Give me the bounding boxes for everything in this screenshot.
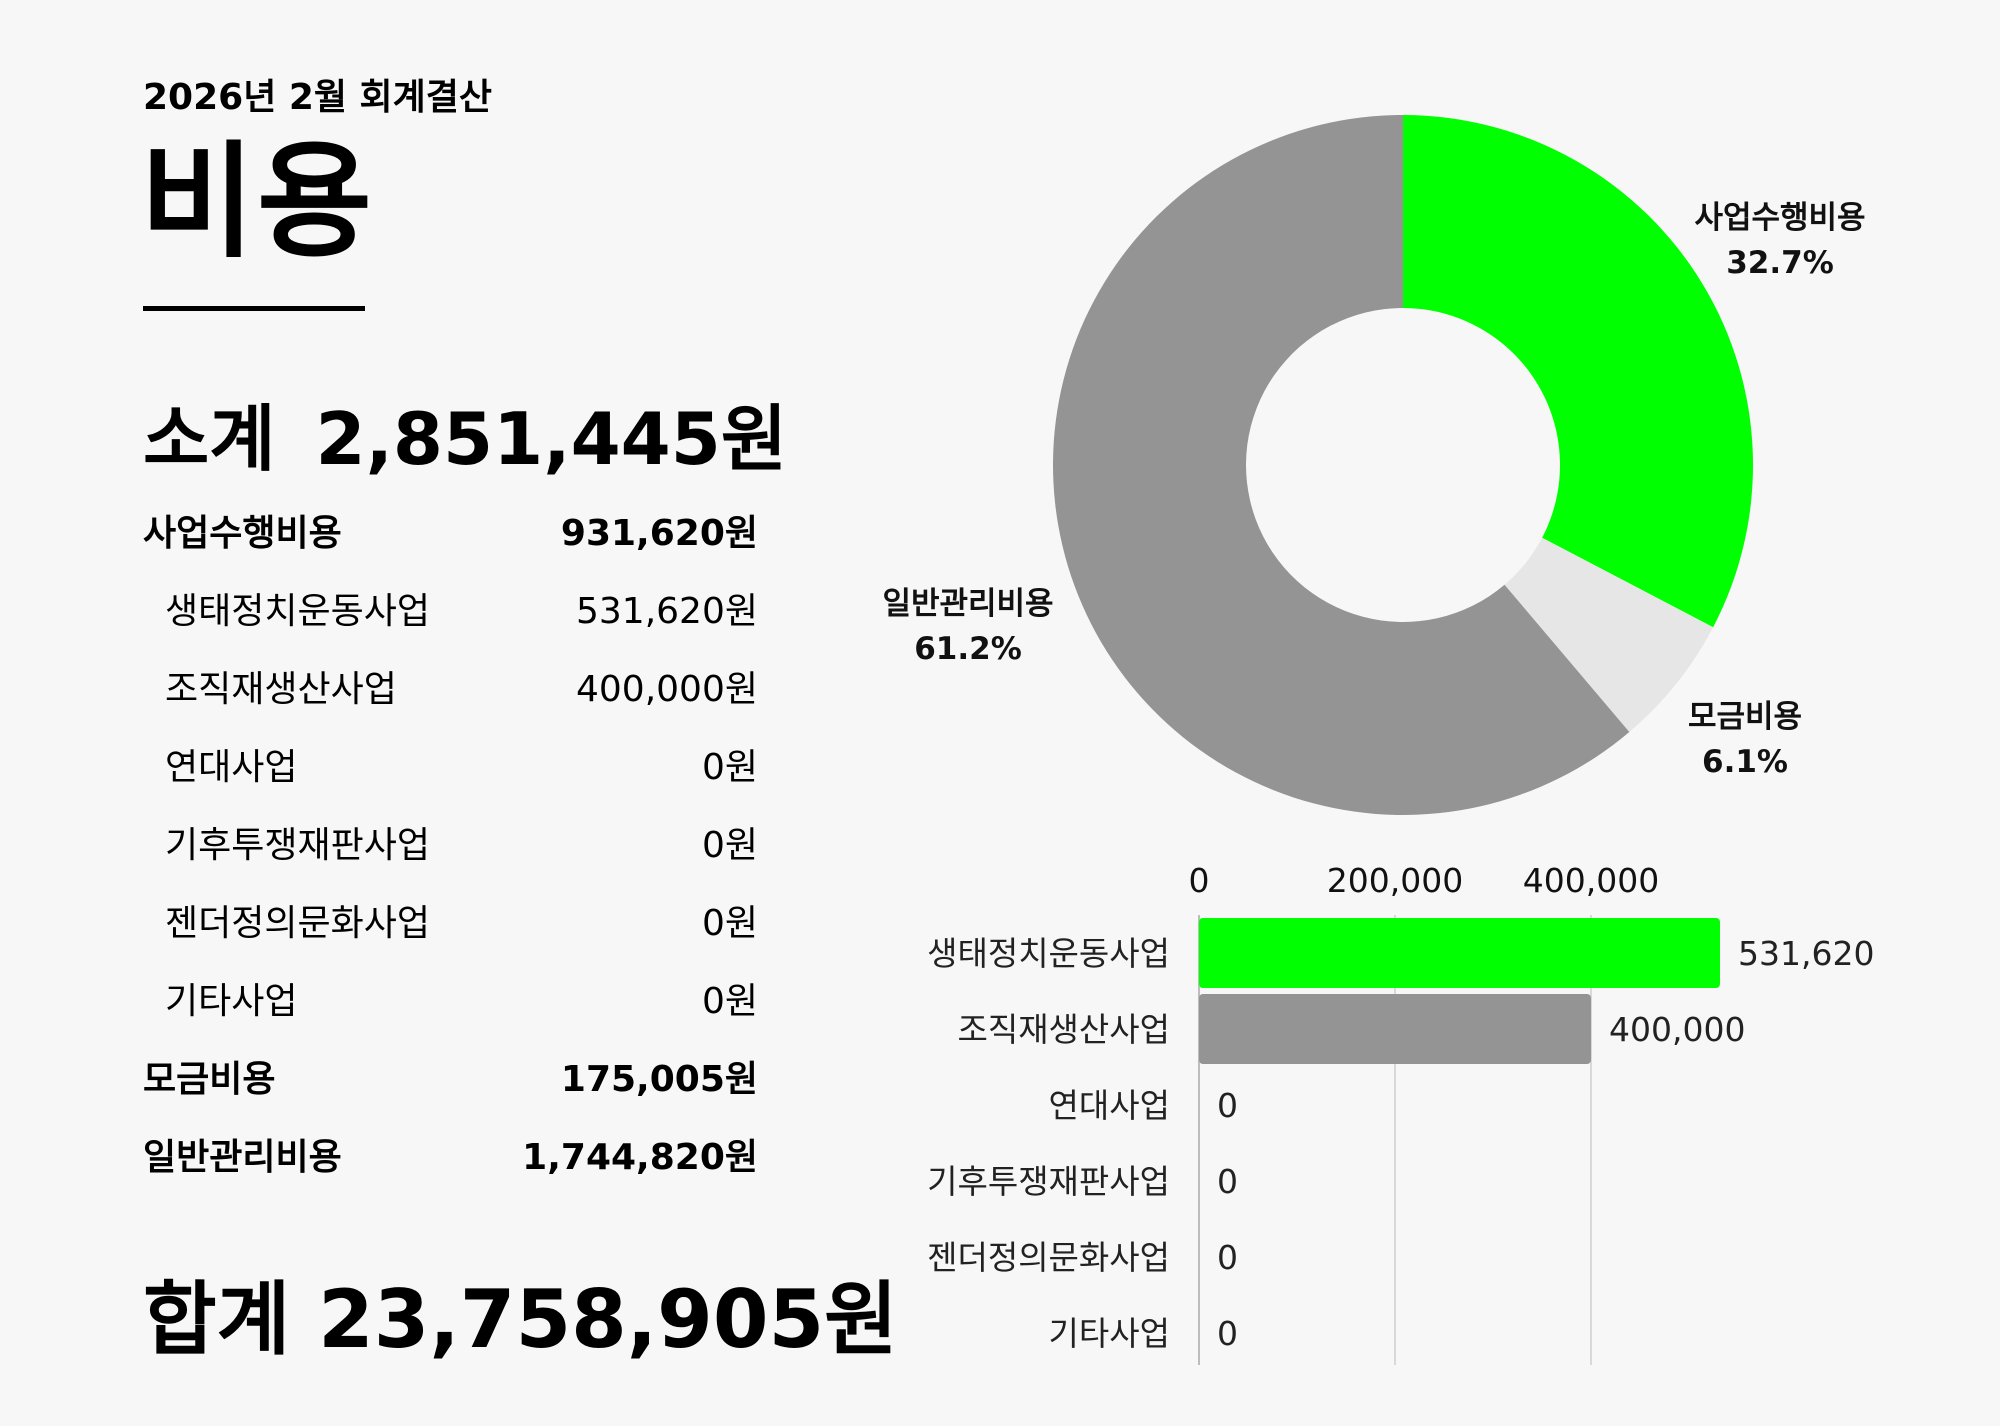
- expense-row-label: 생태정치운동사업: [165, 591, 430, 632]
- expense-row: 모금비용 175,005원: [143, 1046, 758, 1106]
- expense-row-label: 기타사업: [165, 981, 298, 1022]
- expense-row-value: 931,620원: [560, 513, 758, 554]
- donut-slice-percent: 6.1%: [1702, 744, 1788, 780]
- expense-row: 사업수행비용 931,620원: [143, 500, 758, 560]
- donut-slice-percent: 32.7%: [1726, 245, 1834, 281]
- subtotal-value: 2,851,445원: [315, 397, 788, 481]
- expense-row-value: 0원: [701, 981, 758, 1022]
- subtotal: 소계 2,851,445원: [143, 380, 787, 485]
- expense-row: 젠더정의문화사업 0원: [143, 890, 758, 950]
- donut-chart: 사업수행비용 32.7% 모금비용 6.1% 일반관리비용 61.2%: [882, 115, 1866, 815]
- expense-row-label: 조직재생산사업: [165, 669, 397, 710]
- expense-row: 조직재생산사업 400,000원: [143, 656, 758, 716]
- expense-row-value: 531,620원: [576, 591, 758, 632]
- expense-row-label: 사업수행비용: [143, 513, 342, 554]
- bar-value-label: 531,620: [1738, 934, 1874, 973]
- expense-row: 생태정치운동사업 531,620원: [143, 578, 758, 638]
- expense-row-label: 연대사업: [165, 747, 298, 788]
- donut-slice: [1403, 115, 1753, 628]
- expense-row-value: 0원: [701, 903, 758, 944]
- bar-axis-tick-label: 0: [1189, 861, 1210, 900]
- total-value: 23,758,905원: [318, 1273, 898, 1366]
- title-underline: [143, 306, 365, 311]
- donut-slice-percent: 61.2%: [914, 631, 1022, 667]
- report-period: 2026년 2월 회계결산: [143, 77, 493, 118]
- bar-chart: 0 200,000 400,000 생태정치운동사업 531,620 조직재생산사업 400…: [927, 861, 1874, 1365]
- expense-row-label: 젠더정의문화사업: [165, 903, 430, 944]
- expense-row-value: 1,744,820원: [522, 1137, 758, 1178]
- bar-category-label: 기후투쟁재판사업: [927, 1162, 1170, 1201]
- expense-row-label: 모금비용: [143, 1059, 276, 1100]
- subtotal-label: 소계: [143, 397, 276, 481]
- bar-value-label: 0: [1217, 1238, 1238, 1277]
- page-title: 비용: [140, 130, 374, 275]
- bar-axis-tick-label: 200,000: [1327, 861, 1463, 900]
- donut-slice-label: 모금비용: [1688, 699, 1802, 735]
- expense-row: 연대사업 0원: [143, 734, 758, 794]
- expense-row: 기타사업 0원: [143, 968, 758, 1028]
- expense-row-value: 400,000원: [576, 669, 758, 710]
- bar-category-label: 기타사업: [1049, 1314, 1170, 1353]
- expense-row-value: 0원: [701, 825, 758, 866]
- donut-slice-label: 일반관리비용: [882, 586, 1053, 622]
- expense-row-label: 기후투쟁재판사업: [165, 825, 430, 866]
- bar: [1199, 918, 1720, 988]
- donut-slice: [1504, 537, 1714, 732]
- donut-slice-label: 사업수행비용: [1694, 200, 1865, 236]
- bar-category-label: 조직재생산사업: [957, 1010, 1170, 1049]
- bar: [1199, 994, 1592, 1064]
- bar-value-label: 0: [1217, 1086, 1238, 1125]
- expense-row: 기후투쟁재판사업 0원: [143, 812, 758, 872]
- bar-value-label: 0: [1217, 1162, 1238, 1201]
- bar-value-label: 400,000: [1609, 1010, 1745, 1049]
- total-label: 합계: [143, 1273, 291, 1366]
- bar-category-label: 연대사업: [1049, 1086, 1170, 1125]
- donut-slice: [1052, 115, 1630, 815]
- bar-axis-tick-label: 400,000: [1523, 861, 1659, 900]
- expense-row-label: 일반관리비용: [143, 1137, 342, 1178]
- expense-row-value: 175,005원: [560, 1059, 758, 1100]
- bar-category-label: 생태정치운동사업: [927, 934, 1170, 973]
- expense-row: 일반관리비용 1,744,820원: [143, 1124, 758, 1184]
- bar-category-label: 젠더정의문화사업: [927, 1238, 1170, 1277]
- expense-row-value: 0원: [701, 747, 758, 788]
- bar-value-label: 0: [1217, 1314, 1238, 1353]
- grand-total: 합계 23,758,905원: [143, 1255, 898, 1371]
